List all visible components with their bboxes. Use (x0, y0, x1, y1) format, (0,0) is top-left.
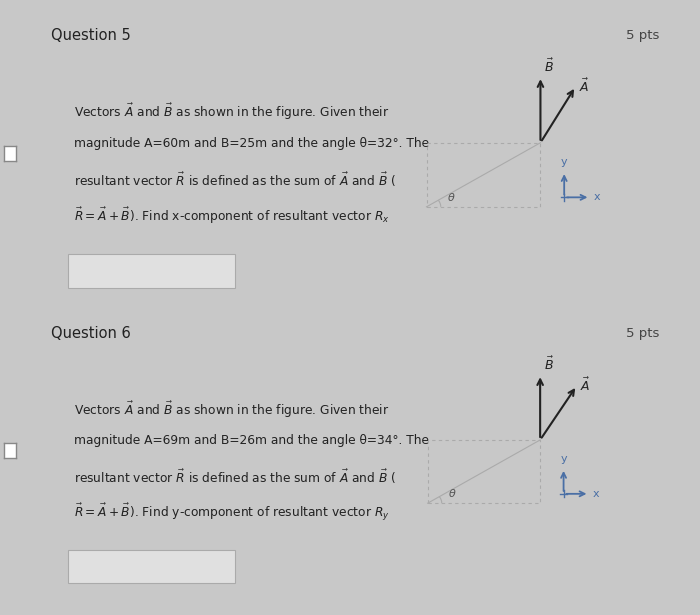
Text: Vectors $\vec{A}$ and $\vec{B}$ as shown in the figure. Given their: Vectors $\vec{A}$ and $\vec{B}$ as shown… (74, 102, 390, 122)
Text: $\vec{R} = \vec{A} + \vec{B}$). Find y-component of resultant vector $R_y$: $\vec{R} = \vec{A} + \vec{B}$). Find y-c… (74, 502, 390, 523)
Text: Vectors $\vec{A}$ and $\vec{B}$ as shown in the figure. Given their: Vectors $\vec{A}$ and $\vec{B}$ as shown… (74, 400, 390, 420)
Text: $\vec{A}$: $\vec{A}$ (579, 77, 589, 95)
Text: magnitude A=69m and B=26m and the angle θ=34°. The: magnitude A=69m and B=26m and the angle … (74, 434, 429, 447)
Text: $\theta$: $\theta$ (447, 191, 455, 203)
Bar (426, 143, 540, 207)
Text: resultant vector $\vec{R}$ is defined as the sum of $\vec{A}$ and $\vec{B}$ (: resultant vector $\vec{R}$ is defined as… (74, 171, 397, 189)
Text: resultant vector $\vec{R}$ is defined as the sum of $\vec{A}$ and $\vec{B}$ (: resultant vector $\vec{R}$ is defined as… (74, 468, 397, 486)
Text: $\vec{B}$: $\vec{B}$ (544, 58, 554, 75)
Text: 5 pts: 5 pts (626, 327, 659, 340)
Text: magnitude A=60m and B=25m and the angle θ=32°. The: magnitude A=60m and B=25m and the angle … (74, 137, 429, 150)
Text: $\vec{R} = \vec{A} + \vec{B}$). Find x-component of resultant vector $R_x$: $\vec{R} = \vec{A} + \vec{B}$). Find x-c… (74, 205, 390, 226)
Text: $\vec{A}$: $\vec{A}$ (580, 377, 591, 394)
FancyBboxPatch shape (68, 255, 235, 288)
Text: $\theta$: $\theta$ (447, 487, 456, 499)
Text: y: y (560, 454, 567, 464)
FancyBboxPatch shape (68, 550, 235, 583)
Text: $\vec{B}$: $\vec{B}$ (544, 356, 554, 373)
Text: x: x (594, 192, 601, 202)
Text: 5 pts: 5 pts (626, 29, 659, 42)
Text: x: x (593, 489, 599, 499)
Text: Question 6: Question 6 (50, 326, 130, 341)
Text: Question 5: Question 5 (50, 28, 130, 43)
Bar (428, 440, 540, 503)
Text: y: y (561, 157, 568, 167)
